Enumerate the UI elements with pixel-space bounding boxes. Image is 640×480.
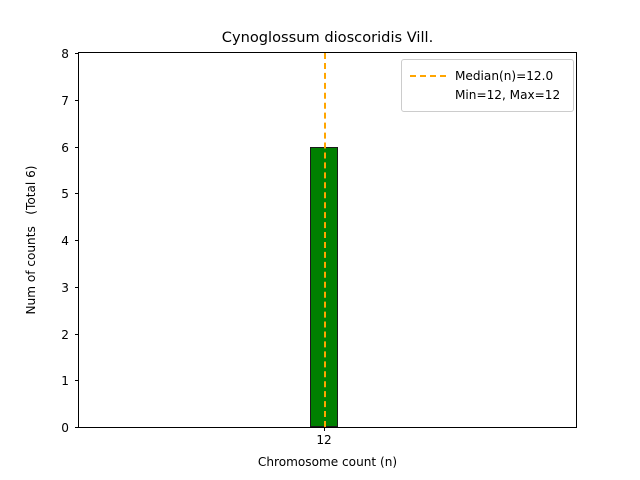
ytick-label-3: 3 xyxy=(61,280,69,295)
legend-label-minmax: Min=12, Max=12 xyxy=(455,87,561,102)
legend-entry-minmax: Min=12, Max=12 xyxy=(410,85,565,104)
legend-label-median: Median(n)=12.0 xyxy=(455,68,554,83)
y-axis-label-wrapper: Num of counts (Total 6) xyxy=(0,52,40,428)
ytick-mark-7: 7 xyxy=(61,95,79,107)
chart-title: Cynoglossum dioscoridis Vill. xyxy=(221,29,434,46)
legend: Median(n)=12.0 Min=12, Max=12 xyxy=(401,59,574,112)
ytick-mark-2: 2 xyxy=(61,328,79,341)
ytick-label-0: 0 xyxy=(61,421,69,435)
ytick-mark-1: 1 xyxy=(61,375,79,387)
ytick-label-4: 4 xyxy=(61,234,69,248)
x-axis-label: Chromosome count (n) xyxy=(257,455,398,469)
ytick-mark-8: 8 xyxy=(61,48,79,60)
ytick-mark-6: 6 xyxy=(61,141,79,154)
ytick-mark-0: 0 xyxy=(61,422,79,434)
ytick-label-1: 1 xyxy=(61,374,69,389)
y-axis-label: Num of counts (Total 6) xyxy=(24,165,38,315)
ytick-mark-3: 3 xyxy=(61,282,79,294)
ytick-label-6: 6 xyxy=(61,140,69,155)
xtick-label-12: 12 xyxy=(316,433,332,447)
legend-entry-median: Median(n)=12.0 xyxy=(410,66,565,85)
ytick-label-8: 8 xyxy=(61,47,69,61)
ytick-mark-5: 5 xyxy=(61,188,79,200)
bar-12 xyxy=(310,146,338,427)
ytick-label-7: 7 xyxy=(61,93,69,108)
ytick-label-2: 2 xyxy=(61,327,69,342)
xtick-mark-12 xyxy=(324,427,326,431)
ytick-mark-4: 4 xyxy=(61,235,79,247)
ytick-label-5: 5 xyxy=(61,187,69,202)
dashed-line-icon xyxy=(410,74,446,77)
median-line xyxy=(324,53,327,427)
plot-area: 8 7 6 5 4 3 2 1 0 12 xyxy=(61,48,577,447)
